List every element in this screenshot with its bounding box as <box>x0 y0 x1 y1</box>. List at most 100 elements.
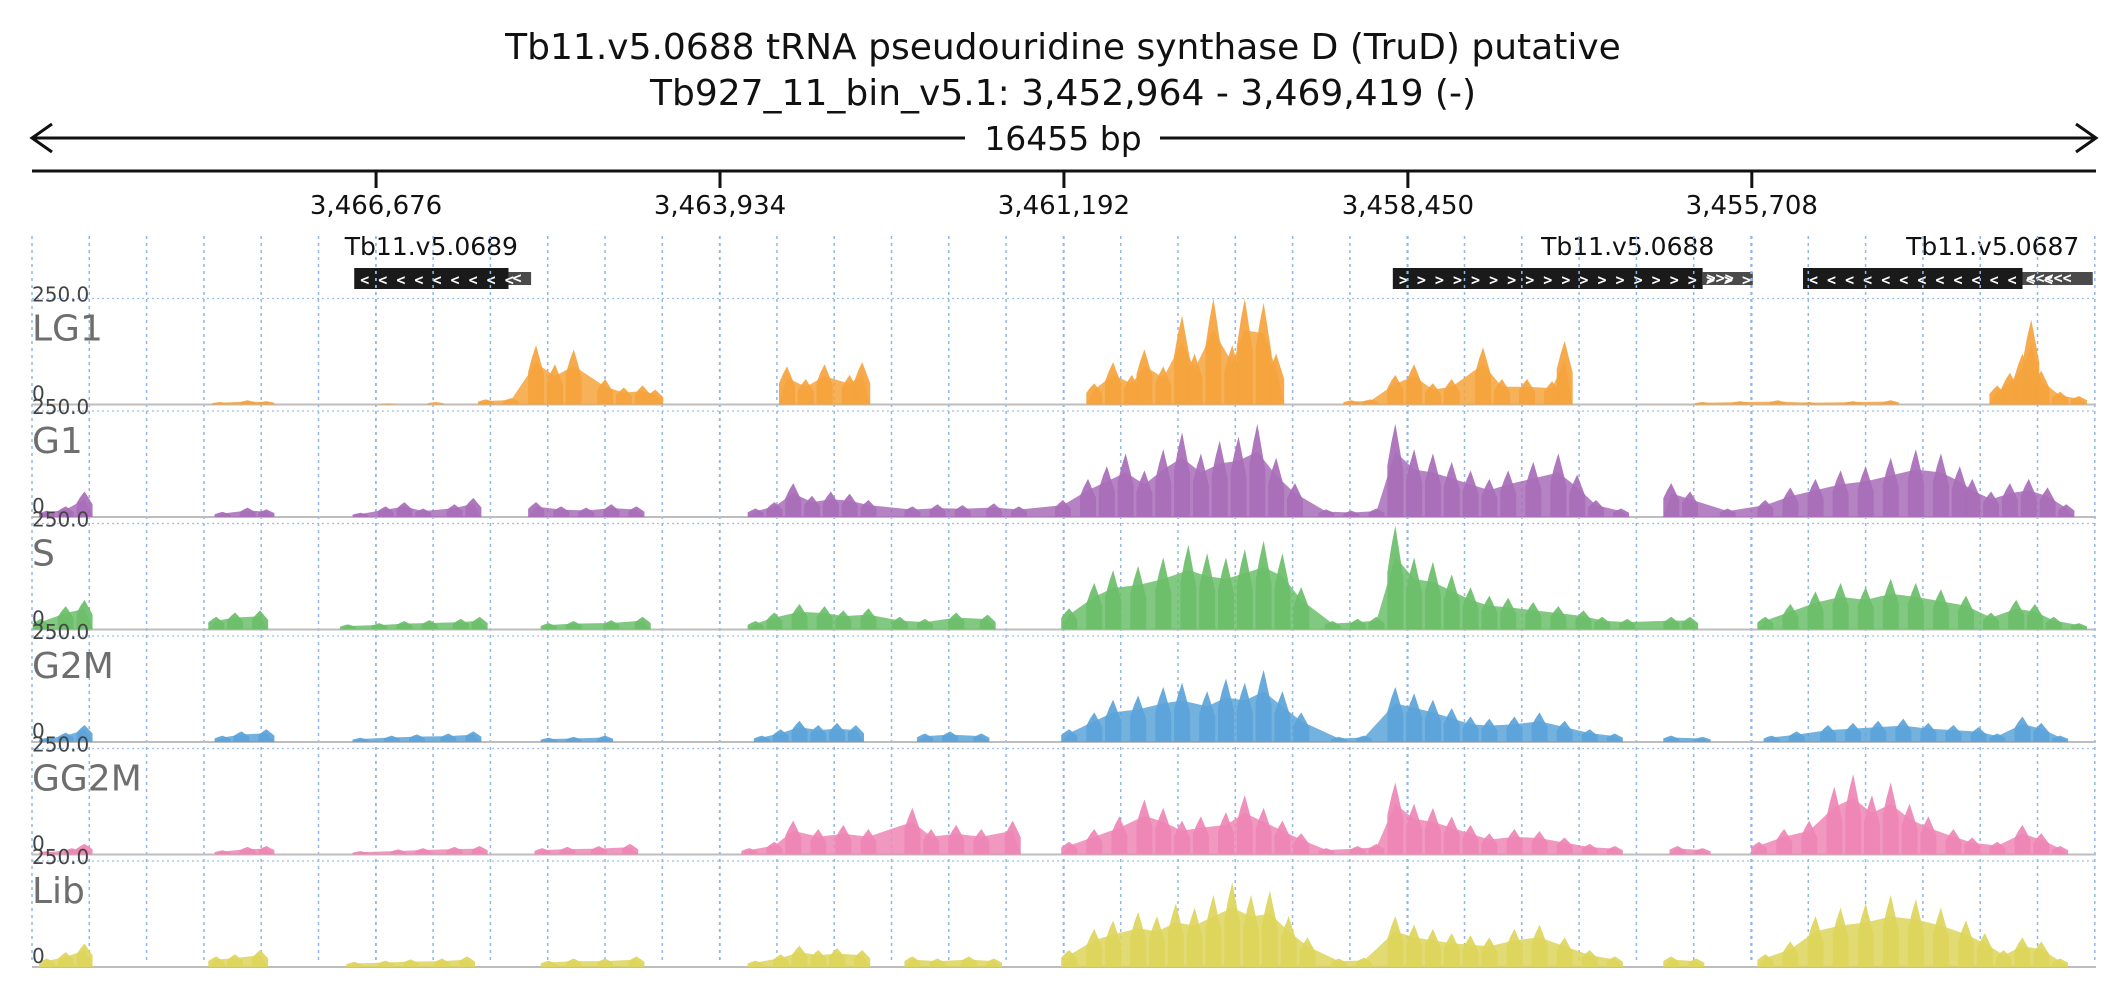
gene-cds-block <box>354 268 509 289</box>
coverage-area <box>1061 556 1699 630</box>
coverage-area <box>1061 691 1623 742</box>
coverage-area <box>38 499 93 517</box>
coverage-area <box>1061 907 1623 967</box>
coverage-area <box>38 847 93 855</box>
tick-label: 3,458,450 <box>1342 191 1474 221</box>
coverage-area <box>904 959 1002 967</box>
track-name-label: GG2M <box>32 759 142 800</box>
track-ymin-label: 0 <box>32 607 45 631</box>
coverage-area <box>540 959 645 967</box>
track-name-label: S <box>32 534 55 575</box>
gene-annotation-track: Tb11.v5.0689<< < < < < < < < <Tb11.v5.06… <box>344 232 2093 289</box>
tick-label: 3,455,708 <box>1686 191 1818 221</box>
track-ymax-label: 250.0 <box>32 733 89 757</box>
track-ymax-label: 250.0 <box>32 620 89 644</box>
coverage-area <box>352 848 488 855</box>
coverage-area <box>214 733 275 742</box>
gene-utr-block <box>508 272 532 285</box>
coverage-area <box>916 734 990 742</box>
track-ymin-label: 0 <box>32 832 45 856</box>
span-length-label: 16455 bp <box>984 119 1141 158</box>
coverage-area <box>38 950 93 967</box>
tick-label: 3,461,192 <box>998 191 1130 221</box>
coverage-area <box>208 616 269 630</box>
gene-cds-block <box>1392 268 1703 289</box>
gene-utr-block <box>2022 272 2093 285</box>
coverage-area <box>1694 401 1899 405</box>
coverage-area <box>1763 724 2069 742</box>
coverage-area <box>212 401 275 405</box>
track-ymax-label: 250.0 <box>32 845 89 869</box>
strand-arrow-icon: < <box>513 269 522 287</box>
gene-utr-block <box>1702 272 1753 285</box>
gene-label: Tb11.v5.0689 <box>344 232 518 261</box>
track-ymax-label: 250.0 <box>32 508 89 532</box>
coverage-area <box>1989 345 2087 405</box>
coverage-area <box>1663 959 1705 967</box>
coverage-tracks: LG1250.00G1250.00S250.00G2M250.00GG2M250… <box>32 283 2096 968</box>
coverage-area <box>346 959 476 967</box>
strand-arrow-icon: < < < < < < < < < <box>360 271 514 289</box>
gene-cds-block <box>1802 268 2023 289</box>
coverage-area <box>1757 916 2069 967</box>
coverage-area <box>1343 359 1573 405</box>
coverage-area <box>534 847 639 855</box>
gene-model: Tb11.v5.0688 >>>> > > > > > > > > > > > >… <box>1392 232 1753 289</box>
tick-label: 3,463,934 <box>654 191 786 221</box>
coverage-area <box>208 955 269 967</box>
coverage-area <box>747 952 871 967</box>
span-ruler: 16455 bp <box>29 119 2099 158</box>
coverage-area <box>214 510 275 517</box>
gene-model: Tb11.v5.0689 << < < < < < < < < <box>344 232 532 289</box>
track-ymin-label: 0 <box>32 944 45 968</box>
track-ymax-label: 250.0 <box>32 283 89 307</box>
coverage-area <box>214 848 275 855</box>
track-ymin-label: 0 <box>32 719 45 743</box>
coverage-area <box>339 620 488 630</box>
coverage-area <box>778 374 871 405</box>
coverage-peak <box>427 401 444 405</box>
chart-title: Tb11.v5.0688 tRNA pseudouridine synthase… <box>504 27 1621 68</box>
span-arrow-left-icon <box>29 122 53 154</box>
track-ymax-label: 250.0 <box>32 395 89 419</box>
coverage-area <box>1757 593 2087 630</box>
gene-model: Tb11.v5.0687<<<<<< < < < < < < < < < < <… <box>1802 232 2093 289</box>
coverage-area <box>753 727 864 742</box>
track-ymin-label: 0 <box>32 494 45 518</box>
coverage-area <box>741 821 1021 855</box>
track-ymin-label: 0 <box>32 382 45 406</box>
track-name-label: Lib <box>32 871 85 912</box>
gene-label: Tb11.v5.0687 <box>1905 232 2079 261</box>
coverage-area <box>747 451 1630 517</box>
span-arrow-right-icon <box>2075 122 2099 154</box>
coverage-area <box>1663 737 1711 742</box>
coverage-area <box>1663 469 2075 517</box>
strand-arrow-icon: > > > > > > > > > > > > > > > > > > > > <box>1399 271 1751 289</box>
coverage-area <box>1669 848 1711 855</box>
track-name-label: LG1 <box>32 309 103 350</box>
strand-arrow-icon: >>> <box>1707 269 1734 287</box>
chart-subtitle: Tb927_11_bin_v5.1: 3,452,964 - 3,469,419… <box>649 73 1476 114</box>
coordinate-axis: 3,466,676 3,463,934 3,461,192 3,458,450 3,45… <box>32 169 2096 221</box>
coverage-area <box>32 608 93 630</box>
tick-label: 3,466,676 <box>310 191 442 221</box>
coverage-peak <box>380 403 397 405</box>
coverage-area <box>540 737 614 742</box>
coverage-area <box>352 734 482 742</box>
coverage-area <box>540 620 651 630</box>
coordinate-ticks: 3,466,676 3,463,934 3,461,192 3,458,450 3,45… <box>310 171 1818 221</box>
coverage-area <box>38 730 93 742</box>
track-name-label: G1 <box>32 421 83 462</box>
coverage-area <box>477 362 664 405</box>
coverage-area <box>1061 804 1623 855</box>
strand-arrow-icon: < < < < < < < < < < < < < < <box>1809 271 2053 289</box>
coverage-area <box>1086 330 1285 405</box>
